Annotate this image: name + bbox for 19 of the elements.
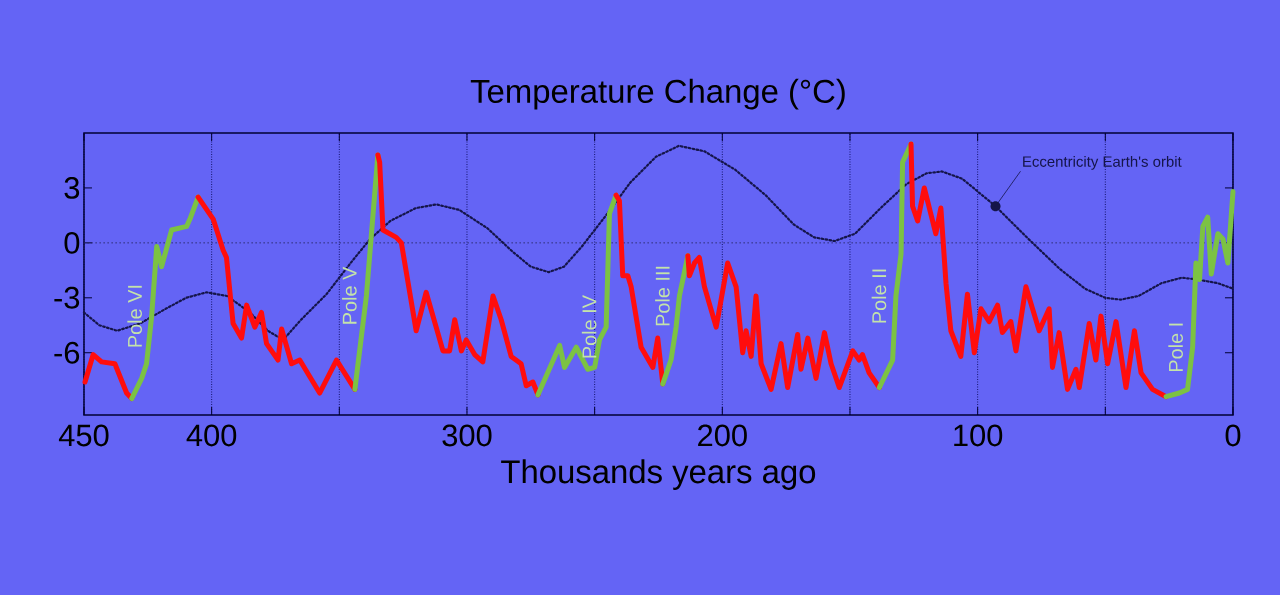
x-tick-label: 400 bbox=[186, 424, 237, 447]
text: Eccentricity Earth's orbit bbox=[1023, 155, 1182, 170]
annotation: Pole V bbox=[342, 266, 357, 324]
x-tick-label: 300 bbox=[442, 424, 492, 447]
y-tick-label: 0 bbox=[64, 231, 80, 254]
annotation: Pole VI bbox=[127, 285, 142, 347]
annotation: Pole I bbox=[1168, 323, 1183, 372]
y-tick-label: 3 bbox=[64, 177, 80, 199]
x-tick-label: 100 bbox=[954, 424, 1003, 447]
x-tick-label: 450 bbox=[58, 424, 109, 447]
annotation: Pole II bbox=[871, 269, 887, 323]
x-tick-label: 0 bbox=[1225, 424, 1241, 447]
y-tick-label: -6 bbox=[54, 341, 80, 364]
annotation: Pole IV bbox=[581, 295, 597, 358]
y-tick-label: -3 bbox=[54, 286, 80, 309]
x-tick-label: 200 bbox=[698, 424, 747, 447]
chart-title: Temperature Change (°C) bbox=[470, 78, 845, 110]
x-axis-title: Thousands years ago bbox=[501, 459, 816, 490]
annotation: Pole III bbox=[655, 266, 670, 326]
